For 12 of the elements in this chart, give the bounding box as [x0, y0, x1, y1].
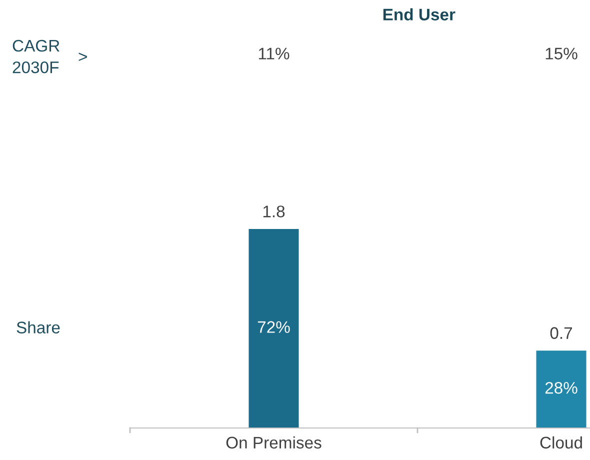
chart-title: End User [383, 8, 456, 20]
text: Share [16, 321, 60, 334]
text: 11% [258, 48, 290, 60]
data-label: 0.7 [550, 327, 572, 339]
x-tick-label: On Premises [226, 436, 322, 449]
x-tick-label: Cloud [540, 436, 582, 449]
data-label: 1.8 [263, 206, 285, 218]
annotation: 72% [258, 321, 290, 333]
annotation: 28% [545, 382, 578, 394]
text: CAGR 2030F [12, 40, 60, 74]
text: 15% [546, 48, 578, 60]
text: > [78, 52, 87, 62]
